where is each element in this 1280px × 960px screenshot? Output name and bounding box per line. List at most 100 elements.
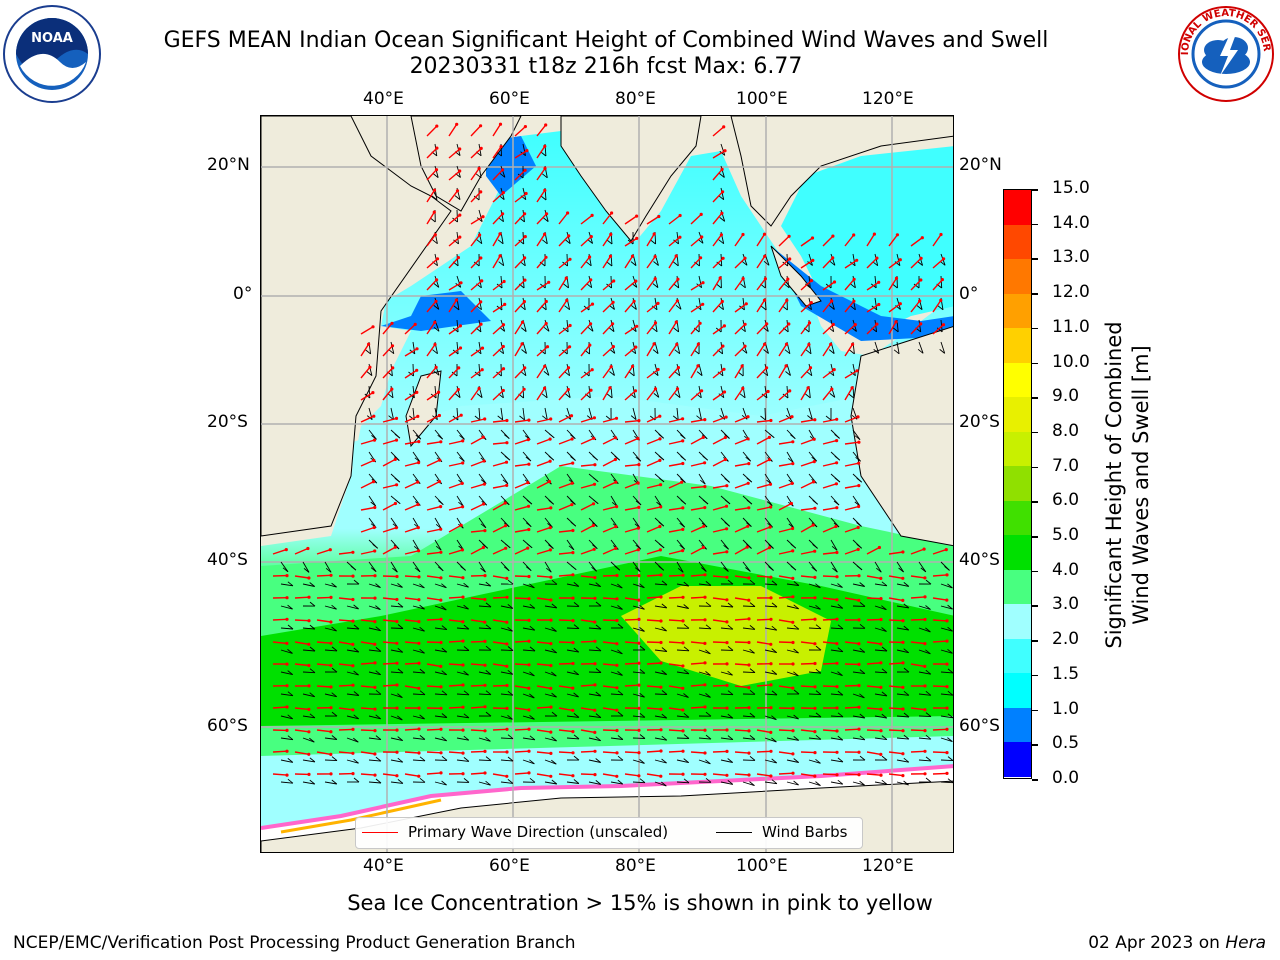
wave-direction-arrow	[844, 641, 859, 645]
wind-barb-feather	[573, 734, 580, 740]
wind-barb	[566, 627, 580, 630]
wave-direction-arrow	[536, 190, 546, 203]
wave-direction-arrow	[734, 278, 744, 291]
wave-direction-arrowhead	[835, 617, 839, 621]
wave-direction-arrow	[360, 662, 376, 665]
wave-direction-arrowhead	[593, 749, 597, 753]
wave-direction-arrowhead	[395, 661, 399, 665]
wave-direction-arrow	[668, 528, 683, 533]
wave-direction-arrowhead	[724, 415, 728, 419]
wave-direction-arrow	[668, 367, 679, 379]
wind-barb-feather	[287, 778, 294, 784]
wave-direction-arrowhead	[593, 730, 597, 735]
wave-direction-arrowhead	[593, 463, 597, 467]
wind-barb	[456, 209, 458, 223]
wind-barb-feather	[837, 603, 844, 609]
wind-barb-feather	[903, 667, 910, 673]
wave-direction-arrowhead	[747, 663, 751, 667]
wave-direction-arrow	[624, 419, 639, 423]
wave-direction-arrowhead	[681, 549, 685, 553]
wave-direction-arrow	[646, 302, 659, 313]
wave-direction-arrow	[426, 480, 440, 489]
wind-barb	[390, 605, 404, 608]
wind-barb	[544, 671, 557, 677]
wave-direction-arrow	[888, 551, 903, 555]
wind-barb-feather	[430, 217, 436, 223]
wind-barb-feather	[854, 435, 861, 441]
wind-barb-feather	[881, 646, 888, 652]
wind-barb	[478, 561, 486, 573]
wave-direction-arrowhead	[659, 640, 663, 645]
wave-direction-arrow	[514, 463, 529, 467]
wind-barb-feather	[497, 239, 504, 245]
wave-direction-arrowhead	[879, 617, 883, 622]
wave-direction-arrow	[712, 750, 728, 753]
wave-direction-arrow	[822, 418, 837, 423]
wind-barb-feather	[609, 371, 615, 376]
wave-direction-arrowhead	[721, 190, 725, 194]
wave-direction-arrow	[690, 365, 699, 379]
wave-direction-arrow	[470, 529, 485, 533]
legend-item-wave-direction: Primary Wave Direction (unscaled)	[362, 823, 668, 841]
wave-direction-arrowhead	[747, 640, 751, 645]
wave-direction-arrow	[382, 684, 398, 687]
wave-direction-arrow	[734, 365, 743, 379]
wave-direction-arrowhead	[681, 641, 685, 645]
wind-barb-feather	[635, 544, 642, 550]
producer-credit: NCEP/EMC/Verification Post Processing Pr…	[13, 933, 576, 953]
wave-direction-arrow	[822, 235, 834, 247]
wave-direction-arrowhead	[857, 727, 861, 731]
wind-barb-feather	[485, 581, 492, 587]
wind-barb-feather	[433, 305, 440, 310]
wind-barb	[852, 363, 856, 376]
wind-barb	[632, 781, 646, 784]
moderate-wave-band	[341, 396, 953, 546]
wind-barb	[522, 187, 527, 200]
wave-direction-arrowhead	[615, 618, 619, 623]
wave-direction-arrowhead	[593, 620, 597, 624]
wind-barb	[874, 275, 877, 288]
wave-direction-arrow	[932, 279, 943, 291]
wind-barb	[698, 583, 711, 586]
wave-direction-arrowhead	[505, 706, 509, 711]
wave-direction-arrow	[602, 729, 618, 732]
wind-barb-feather	[903, 712, 910, 718]
wind-barb	[874, 649, 888, 652]
wind-barb-feather	[705, 581, 712, 586]
wave-direction-arrowhead	[767, 546, 772, 550]
wave-direction-arrow	[866, 707, 881, 710]
wind-barb-feather	[309, 757, 316, 763]
wave-direction-arrowhead	[307, 772, 311, 777]
wave-direction-arrowhead	[367, 342, 371, 346]
wave-direction-arrow	[404, 526, 419, 533]
wind-barb-feather	[903, 648, 909, 654]
wave-direction-arrowhead	[743, 322, 747, 326]
wave-direction-arrowhead	[813, 617, 817, 621]
wind-barb	[918, 737, 931, 740]
africa-landmass	[261, 116, 452, 537]
wave-direction-arrow	[338, 551, 353, 555]
wind-barb	[434, 715, 447, 718]
wind-barb-feather	[829, 393, 836, 398]
wave-direction-arrowhead	[681, 664, 685, 668]
wind-barb-feather	[740, 283, 746, 289]
wind-barb-feather	[892, 283, 898, 289]
wind-barb-feather	[716, 283, 722, 289]
wind-barb-feather	[903, 757, 910, 763]
wave-direction-arrow	[734, 323, 746, 335]
wave-direction-arrow	[514, 663, 530, 666]
wave-direction-arrow	[910, 575, 925, 579]
wind-barb-feather	[741, 348, 748, 354]
wave-direction-arrowhead	[373, 752, 377, 756]
wind-barb	[786, 671, 799, 677]
wind-barb-feather	[617, 649, 623, 655]
wind-barb-feather	[459, 457, 465, 462]
colorbar-band	[1004, 569, 1031, 605]
wave-direction-arrow	[580, 256, 591, 269]
wave-direction-arrowhead	[373, 549, 377, 553]
wave-direction-arrow	[426, 391, 439, 401]
wave-direction-arrow	[800, 550, 815, 555]
wave-direction-arrow	[888, 597, 903, 602]
wave-direction-arrow	[624, 215, 637, 225]
wave-direction-arrow	[470, 750, 486, 753]
